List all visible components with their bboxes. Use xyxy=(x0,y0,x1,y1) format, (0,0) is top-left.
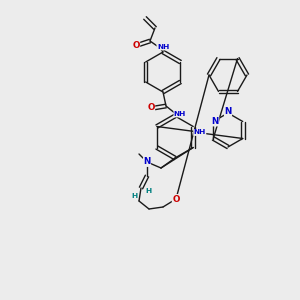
Text: H: H xyxy=(145,188,151,194)
Text: H: H xyxy=(131,193,137,199)
Text: N: N xyxy=(224,107,232,116)
Text: N: N xyxy=(143,158,151,166)
Text: O: O xyxy=(132,40,140,50)
Text: O: O xyxy=(147,103,155,112)
Text: NH: NH xyxy=(157,44,169,50)
Text: O: O xyxy=(172,194,180,203)
Text: NH: NH xyxy=(194,130,206,136)
Text: NH: NH xyxy=(174,111,186,117)
Text: N: N xyxy=(212,117,219,126)
